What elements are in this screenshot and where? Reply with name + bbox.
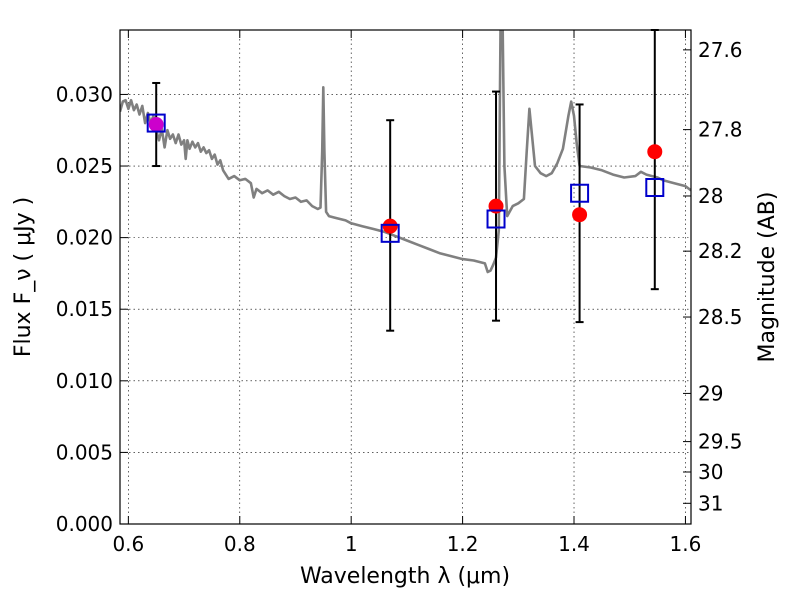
synthetic-point xyxy=(570,183,590,203)
plot-area xyxy=(120,30,691,274)
synthetic-point xyxy=(645,178,665,198)
y-tick-label: 0.015 xyxy=(56,297,113,321)
x-tick-label: 0.6 xyxy=(112,532,144,556)
error-bars xyxy=(146,29,665,332)
plot-frame xyxy=(119,29,692,525)
mag-tick-label: 28 xyxy=(698,184,723,208)
x-tick-label: 1.6 xyxy=(670,532,702,556)
x-tick-label: 1.2 xyxy=(447,532,479,556)
mag-tick-label: 31 xyxy=(698,491,723,515)
observed-point xyxy=(572,207,588,223)
y-axis-label: Flux F_ν ( μJy ) xyxy=(11,197,36,357)
y-tick-label: 0.030 xyxy=(56,82,113,106)
mag-tick-label: 30 xyxy=(698,460,723,484)
mag-tick-label: 27.6 xyxy=(698,38,743,62)
mag-tick-label: 29 xyxy=(698,381,723,405)
observed-point xyxy=(647,144,663,160)
observed-point xyxy=(148,117,164,133)
synthetic-point xyxy=(486,209,506,229)
mag-tick-label: 27.8 xyxy=(698,118,743,142)
mag-tick-label: 28.2 xyxy=(698,239,743,263)
y-tick-label: 0.020 xyxy=(56,226,113,250)
x-tick-label: 1 xyxy=(345,532,358,556)
axes: 0.6 0.8 1 1.2 1.4 1.6 0.000 0.005 0.010 0.015 0.02… xyxy=(56,30,743,556)
y-tick-label: 0.000 xyxy=(56,512,113,536)
synthetic-point xyxy=(146,113,166,133)
y2-axis-label: Magnitude (AB) xyxy=(755,192,780,363)
y-tick-label: 0.025 xyxy=(56,154,113,178)
y-tick-label: 0.010 xyxy=(56,369,113,393)
mag-tick-label: 28.5 xyxy=(698,305,743,329)
x-axis-label: Wavelength λ (μm) xyxy=(300,564,510,589)
x-tick-label: 0.8 xyxy=(224,532,256,556)
synthetic-point xyxy=(380,223,400,243)
x-tick-label: 1.4 xyxy=(558,532,590,556)
observed-point xyxy=(382,218,398,234)
y-tick-label: 0.005 xyxy=(56,440,113,464)
model-spectrum-line xyxy=(120,30,691,274)
grid xyxy=(120,30,691,525)
mag-tick-label: 29.5 xyxy=(698,430,743,454)
